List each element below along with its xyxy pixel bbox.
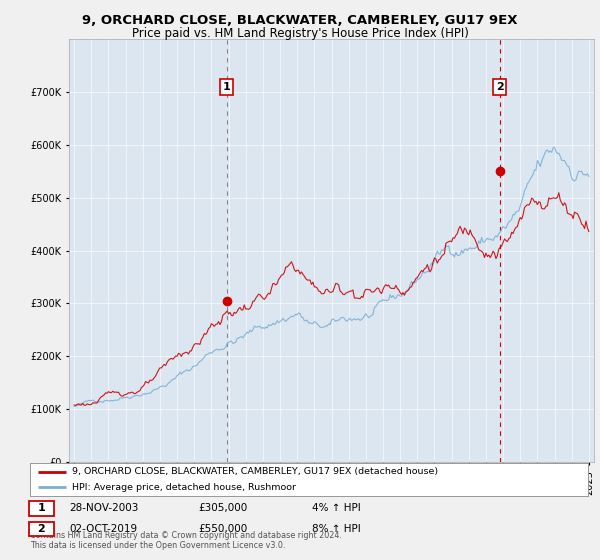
Text: £305,000: £305,000 — [198, 503, 247, 514]
Text: 02-OCT-2019: 02-OCT-2019 — [69, 524, 137, 534]
Text: 8% ↑ HPI: 8% ↑ HPI — [312, 524, 361, 534]
Text: Contains HM Land Registry data © Crown copyright and database right 2024.
This d: Contains HM Land Registry data © Crown c… — [30, 530, 342, 550]
Text: 9, ORCHARD CLOSE, BLACKWATER, CAMBERLEY, GU17 9EX (detached house): 9, ORCHARD CLOSE, BLACKWATER, CAMBERLEY,… — [72, 468, 438, 477]
Text: 1: 1 — [38, 503, 45, 514]
Text: Price paid vs. HM Land Registry's House Price Index (HPI): Price paid vs. HM Land Registry's House … — [131, 27, 469, 40]
Text: 9, ORCHARD CLOSE, BLACKWATER, CAMBERLEY, GU17 9EX: 9, ORCHARD CLOSE, BLACKWATER, CAMBERLEY,… — [82, 14, 518, 27]
Text: 2: 2 — [38, 524, 45, 534]
Text: £550,000: £550,000 — [198, 524, 247, 534]
Text: 2: 2 — [496, 82, 503, 92]
Text: 28-NOV-2003: 28-NOV-2003 — [69, 503, 139, 514]
Text: HPI: Average price, detached house, Rushmoor: HPI: Average price, detached house, Rush… — [72, 483, 296, 492]
Text: 4% ↑ HPI: 4% ↑ HPI — [312, 503, 361, 514]
Text: 1: 1 — [223, 82, 231, 92]
